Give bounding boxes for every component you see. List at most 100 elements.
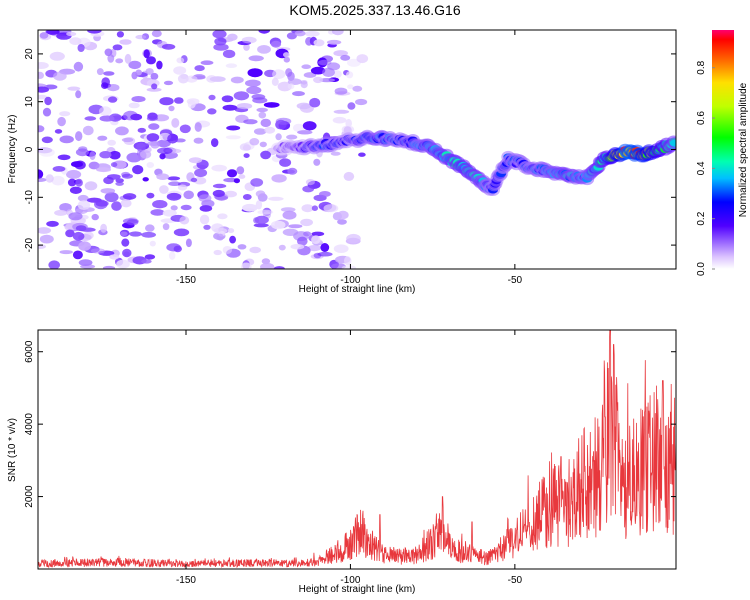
spectrogram-noise-cell bbox=[91, 213, 99, 221]
spectrogram-noise-cell bbox=[302, 121, 317, 131]
spectrogram-noise-cell bbox=[313, 158, 321, 166]
spectrogram-noise-cell bbox=[100, 188, 116, 194]
spectrogram-noise-cell bbox=[193, 176, 207, 185]
snr-series-line bbox=[38, 330, 676, 569]
spectrogram-noise-cell bbox=[77, 44, 85, 52]
spectrogram-noise-cell bbox=[212, 189, 225, 198]
spectrogram-noise-cell bbox=[333, 109, 350, 114]
spectrogram-noise-cell bbox=[162, 209, 177, 217]
spectrogram-noise-cell bbox=[352, 85, 363, 92]
spectrogram-noise-cell bbox=[141, 231, 157, 238]
spectrogram-noise-cell bbox=[128, 102, 140, 109]
spectrogram-noise-cell bbox=[313, 39, 325, 47]
spectrogram-noise-cell bbox=[256, 107, 269, 113]
spectrogram-noise-cell bbox=[185, 238, 192, 248]
spectrogram-noise-cell bbox=[180, 204, 192, 211]
spectrogram-noise-cell bbox=[103, 71, 115, 76]
spectrogram-noise-cell bbox=[171, 118, 180, 128]
spectrogram-noise-cell bbox=[286, 32, 297, 40]
colorbar-tick-label: 0.6 bbox=[696, 111, 707, 125]
spectrogram-noise-cell bbox=[323, 204, 339, 213]
spectrogram-noise-cell bbox=[146, 192, 155, 199]
spectrogram-noise-cell bbox=[77, 200, 91, 211]
spectrogram-noise-cell bbox=[275, 133, 282, 141]
spectrogram-noise-cell bbox=[77, 194, 89, 202]
y-tick-label: 0 bbox=[24, 146, 35, 152]
spectrogram-noise-cell bbox=[121, 173, 133, 179]
spectrogram-noise-cell bbox=[333, 70, 342, 78]
spectrogram-noise-cell bbox=[199, 205, 213, 212]
spectrogram-noise-cell bbox=[260, 150, 271, 160]
spectrogram-noise-cell bbox=[100, 223, 107, 233]
spectrogram-noise-cell bbox=[143, 49, 150, 59]
spectrogram-noise-cell bbox=[46, 30, 60, 35]
spectrogram-xlabel: Height of straight line (km) bbox=[299, 284, 416, 295]
spectrogram-noise-cell bbox=[46, 220, 59, 227]
spectrogram-noise-cell bbox=[146, 162, 155, 168]
spectrogram-noise-cell bbox=[230, 76, 244, 84]
spectrogram-noise-cell bbox=[290, 243, 305, 250]
spectrogram-noise-cell bbox=[41, 136, 53, 144]
spectrogram-noise-cell bbox=[115, 126, 129, 136]
spectrogram-noise-cell bbox=[200, 60, 214, 65]
spectrogram-noise-cell bbox=[124, 53, 132, 64]
x-tick-label: -50 bbox=[508, 275, 523, 286]
spectrogram-noise-cell bbox=[309, 97, 321, 108]
spectrogram-noise-cell bbox=[333, 50, 349, 57]
spectrogram-noise-cell bbox=[279, 158, 292, 167]
spectrogram-noise-cell bbox=[38, 71, 44, 79]
spectrogram-noise-cell bbox=[129, 231, 142, 237]
spectrogram-noise-cell bbox=[347, 84, 354, 89]
spectrogram-noise-cell bbox=[131, 71, 138, 80]
spectrogram-noise-cell bbox=[337, 219, 347, 225]
spectrogram-noise-cell bbox=[337, 210, 349, 220]
spectrogram-noise-cell bbox=[287, 83, 295, 90]
spectrogram-noise-cell bbox=[294, 30, 306, 37]
spectrogram-noise-cell bbox=[38, 227, 52, 234]
spectrogram-noise-cell bbox=[198, 194, 212, 203]
spectrogram-noise-cell bbox=[224, 190, 237, 198]
spectrogram-noise-cell bbox=[57, 116, 66, 127]
spectrogram-noise-cell bbox=[101, 82, 109, 89]
spectrogram-noise-cell bbox=[107, 54, 115, 63]
spectrogram-noise-cell bbox=[302, 185, 315, 193]
x-tick-label: -100 bbox=[340, 575, 360, 586]
spectrogram-noise-cell bbox=[66, 169, 82, 179]
spectrogram-noise-cell bbox=[301, 64, 312, 69]
spectrogram-noise-cell bbox=[144, 254, 156, 260]
spectrogram-noise-cell bbox=[168, 181, 182, 186]
spectrogram-noise-cell bbox=[108, 96, 118, 103]
spectrogram-noise-cell bbox=[42, 107, 52, 117]
spectrogram-noise-cell bbox=[242, 203, 258, 212]
snr-xlabel: Height of straight line (km) bbox=[299, 584, 416, 595]
spectrogram-noise-cell bbox=[258, 111, 267, 119]
colorbar: 0.0 0.2 0.4 0.6 0.8 Normalized spectral ampl… bbox=[696, 30, 749, 276]
spectrogram-noise-cell bbox=[343, 126, 352, 135]
snr-ticks: -150 -100 -50 2000 4000 6000 bbox=[24, 330, 676, 586]
spectrogram-noise-cell bbox=[75, 90, 82, 99]
spectrogram-noise-cell bbox=[303, 72, 317, 78]
spectrogram-noise-cell bbox=[161, 43, 176, 50]
spectrogram-noise-cell bbox=[38, 94, 48, 100]
spectrogram-noise-cell bbox=[151, 30, 162, 38]
spectrogram-noise-cell bbox=[188, 157, 203, 164]
spectrogram-noise-cell bbox=[99, 151, 112, 159]
spectrogram-noise-cell bbox=[332, 116, 347, 124]
spectrogram-noise-cell bbox=[44, 96, 52, 106]
spectrogram-noise-cell bbox=[257, 45, 271, 54]
spectrogram-noise-cell bbox=[208, 94, 216, 101]
spectrogram-noise-cell bbox=[51, 175, 65, 186]
spectrogram-noise-cell bbox=[159, 153, 166, 160]
spectrogram-noise-cell bbox=[261, 258, 271, 265]
spectrogram-noise-cell bbox=[149, 240, 156, 247]
colorbar-tick-label: 0.0 bbox=[696, 262, 707, 276]
spectrogram-noise-cell bbox=[104, 192, 119, 203]
spectrogram-noise-cell bbox=[84, 116, 97, 121]
spectrogram-noise-cell bbox=[311, 231, 325, 237]
spectrogram-noise-cell bbox=[54, 129, 63, 134]
spectrogram-noise-cell bbox=[327, 62, 341, 71]
spectrogram-noise-cell bbox=[68, 212, 83, 221]
spectrogram-noise-cell bbox=[151, 83, 158, 90]
spectrogram-noise-cell bbox=[238, 174, 246, 179]
